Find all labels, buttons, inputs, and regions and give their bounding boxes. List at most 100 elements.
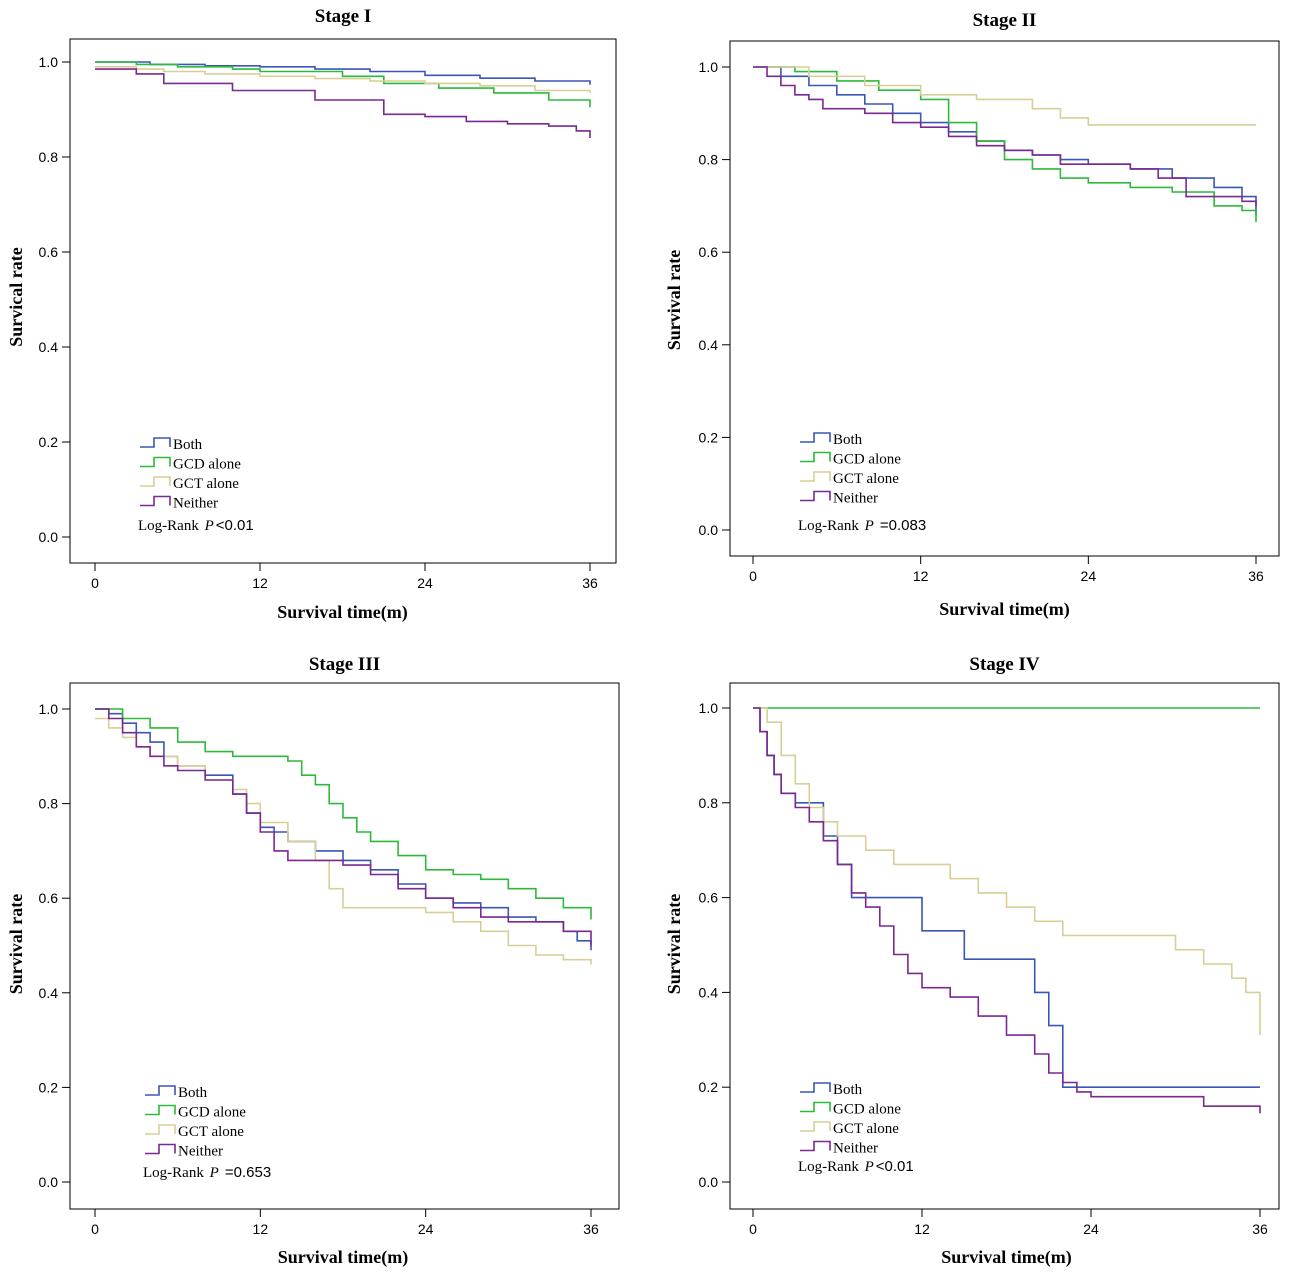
legend-swatch [800, 490, 831, 502]
x-tick-label: 24 [1083, 1221, 1099, 1237]
y-tick-label: 1.0 [39, 54, 59, 70]
y-tick-label: 1.0 [699, 59, 719, 75]
x-tick-label: 12 [914, 1221, 930, 1237]
x-tick-label: 24 [1081, 568, 1097, 584]
legend-swatch [145, 1124, 176, 1135]
x-tick-label: 36 [1252, 1221, 1268, 1237]
y-tick-label: 0.2 [39, 1079, 59, 1095]
y-tick-label: 0.0 [39, 529, 59, 545]
legend-label: GCT alone [833, 471, 899, 487]
chart-panel-1: Stage I 0.0 0.2 0.4 0.6 0.8 1.0 0 12 24 36 Survival… [6, 6, 617, 623]
plot-frame [69, 682, 620, 1210]
x-tick-label: 36 [1248, 568, 1264, 584]
legend-swatch [145, 1085, 176, 1096]
annotation-p: P [864, 518, 874, 534]
y-tick-label: 0.2 [699, 1079, 719, 1095]
legend-label: Both [173, 437, 203, 453]
legend-label: GCT alone [833, 1121, 899, 1137]
series-line-gcd-alone [753, 66, 1257, 223]
series-line-gct-alone [95, 717, 592, 965]
chart-title: Stage II [973, 10, 1037, 31]
chart-title: Stage III [309, 654, 380, 675]
legend-swatch [140, 495, 171, 507]
legend-label: GCD alone [833, 1102, 901, 1118]
x-axis-title: Survival time(m) [941, 1247, 1071, 1268]
x-tick-label: 0 [91, 1221, 99, 1237]
y-tick-label: 0.2 [699, 429, 719, 445]
x-tick-label: 36 [582, 575, 598, 591]
y-tick-label: 0.2 [39, 434, 59, 450]
chart-panel-4: Stage IV 0.0 0.2 0.4 0.6 0.8 1.0 0 12 24 36 Surviva… [664, 654, 1280, 1268]
series-line-both [95, 708, 592, 951]
annotation-value: <0.01 [216, 517, 254, 534]
legend-swatch [800, 471, 831, 482]
legend-swatch [800, 432, 831, 443]
legend-swatch [140, 456, 171, 468]
y-tick-label: 0.4 [699, 337, 719, 353]
chart-panel-2: Stage II 0.0 0.2 0.4 0.6 0.8 1.0 0 12 24 36 Surviva… [664, 10, 1280, 620]
y-tick-label: 0.6 [699, 890, 719, 906]
legend-label: GCD alone [173, 457, 241, 473]
plot-frame [69, 38, 617, 564]
series-line-gcd-alone [95, 708, 592, 920]
y-axis-title: Survival rate [664, 894, 684, 995]
x-axis-title: Survival time(m) [278, 1247, 408, 1268]
y-tick-label: 0.4 [39, 339, 59, 355]
annotation-prefix: Log-Rank [143, 1165, 208, 1181]
legend-label: GCD alone [833, 452, 901, 468]
x-axis-title: Survival time(m) [939, 599, 1069, 620]
y-tick-label: 0.0 [699, 1174, 719, 1190]
legend: Both GCD alone GCT alone Neither [800, 432, 901, 507]
y-tick-label: 0.6 [39, 890, 59, 906]
x-tick-label: 12 [253, 1221, 269, 1237]
annotation-value: <0.01 [876, 1158, 914, 1175]
legend-label: Neither [833, 1141, 878, 1157]
series-line-neither [95, 68, 591, 138]
legend-label: Both [833, 432, 863, 448]
legend-label: Neither [178, 1144, 223, 1160]
legend-swatch [145, 1143, 176, 1155]
chart-panel-3: Stage III 0.0 0.2 0.4 0.6 0.8 1.0 0 12 24 36 Surviv… [6, 654, 620, 1268]
legend-label: GCT alone [173, 476, 239, 492]
y-tick-label: 0.8 [39, 149, 59, 165]
series-line-neither [753, 707, 1261, 1114]
x-tick-label: 0 [749, 568, 757, 584]
legend-swatch [800, 1101, 831, 1113]
x-tick-label: 24 [418, 1221, 434, 1237]
x-tick-label: 0 [91, 575, 99, 591]
legend-swatch [800, 1140, 831, 1152]
legend-label: Neither [173, 496, 218, 512]
y-tick-label: 0.8 [699, 795, 719, 811]
chart-title: Stage I [315, 6, 371, 27]
log-rank-annotation: Log-Rank P =0.653 [143, 1164, 271, 1181]
y-tick-label: 0.0 [699, 522, 719, 538]
log-rank-annotation: Log-Rank P <0.01 [798, 1158, 914, 1175]
log-rank-annotation: Log-Rank P <0.01 [138, 517, 254, 534]
y-tick-label: 0.6 [699, 244, 719, 260]
legend: Both GCD alone GCT alone Neither [140, 437, 241, 512]
legend-swatch [145, 1104, 176, 1116]
legend-label: Both [833, 1082, 863, 1098]
legend-swatch [140, 437, 171, 448]
plot-frame [729, 40, 1280, 557]
annotation-p: P [204, 518, 214, 534]
x-tick-label: 12 [913, 568, 929, 584]
annotation-value: =0.083 [876, 517, 926, 534]
annotation-p: P [864, 1159, 874, 1175]
plot-frame [729, 682, 1280, 1210]
series-line-both [95, 61, 591, 85]
y-axis-title: Survical rate [6, 247, 26, 346]
legend-label: GCT alone [178, 1124, 244, 1140]
legend: Both GCD alone GCT alone Neither [145, 1085, 246, 1160]
x-tick-label: 36 [583, 1221, 599, 1237]
x-axis-title: Survival time(m) [277, 602, 407, 623]
annotation-prefix: Log-Rank [798, 518, 863, 534]
y-tick-label: 0.0 [39, 1174, 59, 1190]
legend-label: GCD alone [178, 1105, 246, 1121]
series-line-neither [95, 708, 592, 946]
y-axis-title: Survival rate [664, 250, 684, 351]
legend-swatch [800, 1121, 831, 1132]
y-tick-label: 1.0 [39, 701, 59, 717]
annotation-value: =0.653 [221, 1164, 271, 1181]
